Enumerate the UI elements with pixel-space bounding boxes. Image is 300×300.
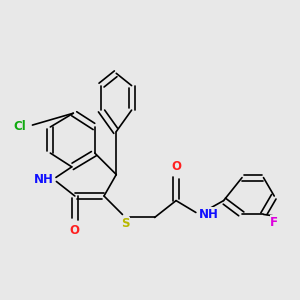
- Text: NH: NH: [34, 172, 53, 186]
- Text: O: O: [70, 224, 80, 237]
- Text: Cl: Cl: [13, 121, 26, 134]
- Text: NH: NH: [199, 208, 219, 221]
- Text: O: O: [171, 160, 181, 173]
- Text: F: F: [270, 216, 278, 229]
- Text: S: S: [121, 218, 130, 230]
